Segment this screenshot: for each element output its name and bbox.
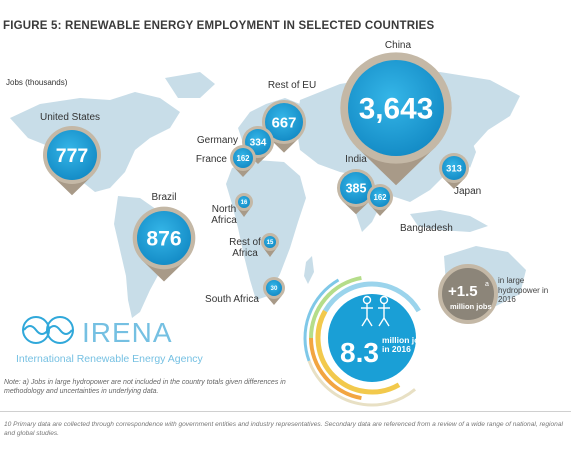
country-label-china: China [385,40,412,51]
bubble-rest-of-africa: 15 Rest of Africa [229,233,279,259]
irena-logo: IRENA International Renewable Energy Age… [16,316,204,365]
country-label-india: India [345,154,367,165]
value-label-france: 162 [236,154,250,163]
total-unit: million jobs in 2016 [382,336,430,354]
donut-arc-1 [315,309,401,395]
pin-tip-north-africa [237,208,251,217]
hydro-caption-box: in large hydropower in 2016 [498,276,549,304]
donut-arc-2 [323,281,421,313]
donut-arc-6 [303,278,340,362]
hydro-bubble [438,264,498,324]
bubble-brazil: 876 Brazil [132,192,196,282]
country-label-north-africa: North Africa [211,204,237,226]
total-value: 8.3 [340,337,379,368]
value-label-brazil: 876 [146,228,181,251]
total-donut [303,275,421,407]
country-label-south-africa: South Africa [205,294,259,305]
bubble-france: 162 France [196,145,256,177]
country-bubbles: 777 United States 876 Brazil 667 Rest of EU 33… [40,40,481,305]
value-label-japan: 313 [446,162,462,173]
hydro-value: +1.5 [448,283,478,300]
bubble-circle-france [233,148,253,168]
bubble-circle-china [348,60,444,156]
africa-shape [226,160,306,300]
value-label-rest-of-eu: 667 [272,115,297,131]
value-label-rest-of-africa: 15 [267,240,274,246]
irena-logo-name: IRENA [82,317,173,348]
bubble-circle-india [340,172,372,204]
bubble-circle-brazil [137,211,191,265]
value-label-north-africa: 16 [241,200,248,206]
greenland-shape [165,72,215,98]
bubble-united-states: 777 United States [40,112,101,196]
donut-arc-4 [309,275,362,339]
total-jobs-block: 8.3 million jobs in 2016 [328,294,430,382]
hydro-caption: in large hydropower in 2016 [498,276,549,304]
value-label-united-states: 777 [56,145,89,167]
country-label-japan: Japan [454,186,481,197]
bubble-japan: 313 Japan [439,153,481,197]
worker-icon [361,295,390,327]
bubble-rest-of-eu: 667 Rest of EU [261,80,316,153]
irena-logo-full: International Renewable Energy Agency [16,353,204,365]
hydro-sup: a [485,281,489,288]
country-label-rest-of-eu: Rest of EU [268,80,316,91]
bubble-circle-rest-of-eu [265,103,303,141]
irena-logo-mark [22,316,74,344]
total-unit-box: million jobs in 2016 [382,336,430,354]
donut-arc-3 [309,337,362,401]
bubble-circle-bangladesh [370,187,390,207]
footnote: 10 Primary data are collected through co… [4,421,563,437]
bubble-circle-united-states [47,130,97,180]
bubble-circle-north-africa [238,196,250,208]
value-label-germany: 334 [250,138,267,149]
hydro-note: Note: a) Jobs in large hydropower are no… [4,379,286,395]
value-label-south-africa: 30 [271,285,278,292]
pin-tip-rest-of-africa [263,248,277,257]
hydro-block: +1.5 a million jobs in large hydropower … [438,264,549,324]
country-label-brazil: Brazil [151,192,176,203]
bubble-circle-rest-of-africa [264,236,276,248]
value-label-china: 3,643 [359,93,434,126]
bubble-china: 3,643 China [340,40,452,186]
bubble-circle-south-africa [266,280,282,296]
donut-arc-5 [307,360,417,407]
country-label-rest-of-africa: Rest of Africa [229,237,261,259]
country-label-germany: Germany [197,135,238,146]
bubble-circle-japan [442,156,466,180]
country-label-bangladesh: Bangladesh [400,223,453,234]
country-label-united-states: United States [40,112,100,123]
value-label-india: 385 [346,181,367,195]
bubble-bangladesh: 162 Bangladesh [367,184,453,234]
bubble-north-africa: 16 North Africa [211,193,253,226]
se-asia-shape [410,210,488,232]
footnote-divider [0,411,571,412]
figure-title: FIGURE 5: RENEWABLE ENERGY EMPLOYMENT IN… [3,20,435,32]
value-label-bangladesh: 162 [373,193,387,202]
madagascar-shape [304,256,314,284]
country-label-france: France [196,154,228,165]
bubble-india: 385 India [337,154,375,215]
total-bubble [328,294,416,382]
hydro-unit: million jobs [450,302,492,311]
units-label: Jobs (thousands) [6,78,68,87]
bubble-south-africa: 30 South Africa [205,277,285,305]
